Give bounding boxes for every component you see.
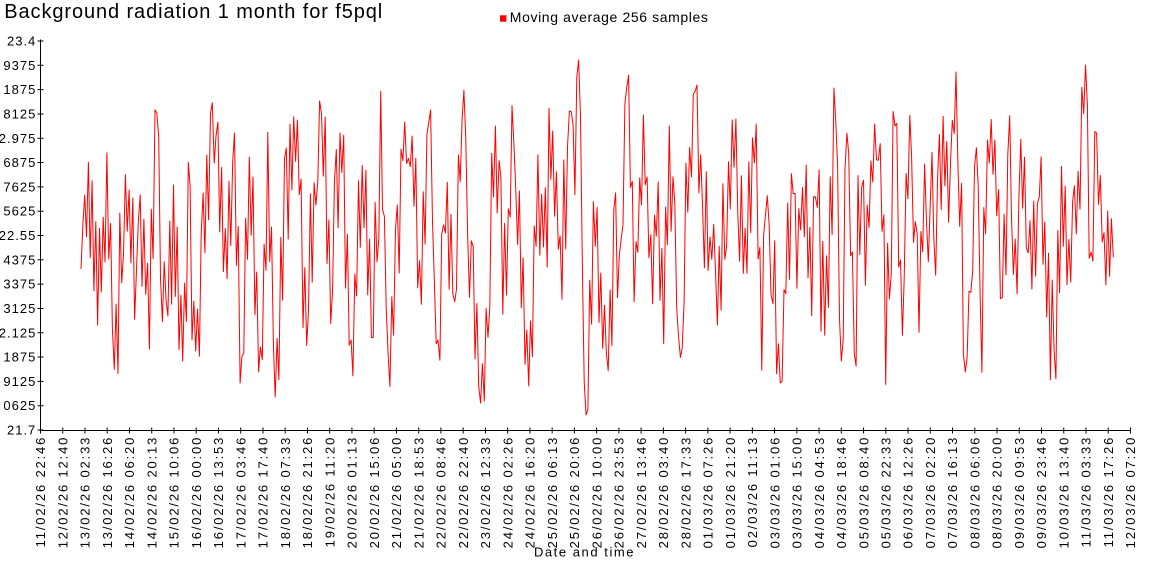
svg-text:22.55: 22.55	[0, 228, 36, 243]
svg-text:Moving average 256 samples: Moving average 256 samples	[510, 9, 709, 25]
svg-text:13/02/26 02:33: 13/02/26 02:33	[78, 436, 93, 549]
svg-text:9375: 9375	[3, 58, 36, 73]
svg-text:17/02/26 03:46: 17/02/26 03:46	[233, 436, 248, 549]
svg-text:17/02/26 17:40: 17/02/26 17:40	[256, 436, 271, 549]
svg-text:03/03/26 15:00: 03/03/26 15:00	[790, 436, 805, 549]
svg-text:28/02/26 17:33: 28/02/26 17:33	[678, 436, 693, 549]
svg-text:07/03/26 02:20: 07/03/26 02:20	[923, 436, 938, 549]
svg-text:24/02/26 02:26: 24/02/26 02:26	[500, 436, 515, 549]
svg-text:16/02/26 13:53: 16/02/26 13:53	[211, 436, 226, 549]
svg-text:20/02/26 15:06: 20/02/26 15:06	[367, 436, 382, 549]
svg-text:21/02/26 18:53: 21/02/26 18:53	[411, 436, 426, 549]
svg-text:11/03/26 03:33: 11/03/26 03:33	[1079, 436, 1094, 548]
svg-text:24/02/26 16:20: 24/02/26 16:20	[523, 436, 538, 549]
svg-text:2.125: 2.125	[0, 325, 36, 340]
svg-text:3375: 3375	[3, 277, 36, 292]
svg-text:14/02/26 20:13: 14/02/26 20:13	[144, 436, 159, 549]
svg-text:16/02/26 00:00: 16/02/26 00:00	[189, 436, 204, 549]
svg-text:06/03/26 12:26: 06/03/26 12:26	[901, 436, 916, 549]
svg-text:12/02/26 12:40: 12/02/26 12:40	[55, 436, 70, 549]
svg-text:26/02/26 23:53: 26/02/26 23:53	[612, 436, 627, 549]
svg-text:8125: 8125	[3, 106, 36, 121]
svg-text:04/03/26 18:46: 04/03/26 18:46	[834, 436, 849, 549]
svg-text:20/02/26 01:13: 20/02/26 01:13	[345, 436, 360, 549]
svg-text:11/03/26 17:26: 11/03/26 17:26	[1101, 436, 1116, 548]
svg-text:7625: 7625	[3, 179, 36, 194]
svg-text:Date and time: Date and time	[534, 545, 635, 560]
svg-text:2.975: 2.975	[0, 131, 36, 146]
svg-text:19/02/26 11:20: 19/02/26 11:20	[322, 436, 337, 548]
svg-text:23.4: 23.4	[7, 34, 36, 49]
svg-text:5625: 5625	[3, 204, 36, 219]
svg-text:07/03/26 16:13: 07/03/26 16:13	[945, 436, 960, 549]
svg-text:05/03/26 08:40: 05/03/26 08:40	[856, 436, 871, 549]
svg-text:18/02/26 07:33: 18/02/26 07:33	[278, 436, 293, 549]
svg-text:21/02/26 05:00: 21/02/26 05:00	[389, 436, 404, 549]
svg-text:01/03/26 07:26: 01/03/26 07:26	[701, 436, 716, 549]
svg-text:02/03/26 11:13: 02/03/26 11:13	[745, 436, 760, 548]
svg-text:11/02/26 22:46: 11/02/26 22:46	[33, 436, 48, 548]
svg-text:04/03/26 04:53: 04/03/26 04:53	[812, 436, 827, 549]
svg-text:22/02/26 08:46: 22/02/26 08:46	[434, 436, 449, 549]
svg-text:1875: 1875	[3, 82, 36, 97]
svg-text:10/03/26 13:40: 10/03/26 13:40	[1056, 436, 1071, 549]
svg-text:Background radiation 1 month f: Background radiation 1 month for f5pql	[4, 1, 383, 23]
svg-text:6875: 6875	[3, 155, 36, 170]
svg-text:0625: 0625	[3, 398, 36, 413]
svg-text:13/02/26 16:26: 13/02/26 16:26	[100, 436, 115, 549]
svg-text:26/02/26 10:00: 26/02/26 10:00	[589, 436, 604, 549]
svg-text:03/03/26 01:06: 03/03/26 01:06	[767, 436, 782, 549]
svg-text:09/03/26 09:53: 09/03/26 09:53	[1012, 436, 1027, 549]
svg-text:25/02/26 20:06: 25/02/26 20:06	[567, 436, 582, 549]
svg-text:08/03/26 06:06: 08/03/26 06:06	[967, 436, 982, 549]
svg-text:3125: 3125	[3, 301, 36, 316]
svg-text:4375: 4375	[3, 252, 36, 267]
svg-text:05/03/26 22:33: 05/03/26 22:33	[879, 436, 894, 549]
svg-text:08/03/26 20:00: 08/03/26 20:00	[990, 436, 1005, 549]
svg-text:23/02/26 12:33: 23/02/26 12:33	[478, 436, 493, 549]
svg-text:15/02/26 10:06: 15/02/26 10:06	[167, 436, 182, 549]
svg-text:12/03/26 07:20: 12/03/26 07:20	[1123, 436, 1138, 549]
svg-text:28/02/26 03:40: 28/02/26 03:40	[656, 436, 671, 549]
svg-text:27/02/26 13:46: 27/02/26 13:46	[634, 436, 649, 549]
svg-text:1875: 1875	[3, 350, 36, 365]
svg-text:01/03/26 21:20: 01/03/26 21:20	[723, 436, 738, 549]
svg-text:25/02/26 06:13: 25/02/26 06:13	[545, 436, 560, 549]
svg-text:09/03/26 23:46: 09/03/26 23:46	[1034, 436, 1049, 549]
svg-text:9125: 9125	[3, 374, 36, 389]
svg-text:18/02/26 21:26: 18/02/26 21:26	[300, 436, 315, 549]
svg-text:22/02/26 22:40: 22/02/26 22:40	[456, 436, 471, 549]
svg-text:14/02/26 06:20: 14/02/26 06:20	[122, 436, 137, 549]
svg-text:21.7: 21.7	[7, 423, 36, 438]
